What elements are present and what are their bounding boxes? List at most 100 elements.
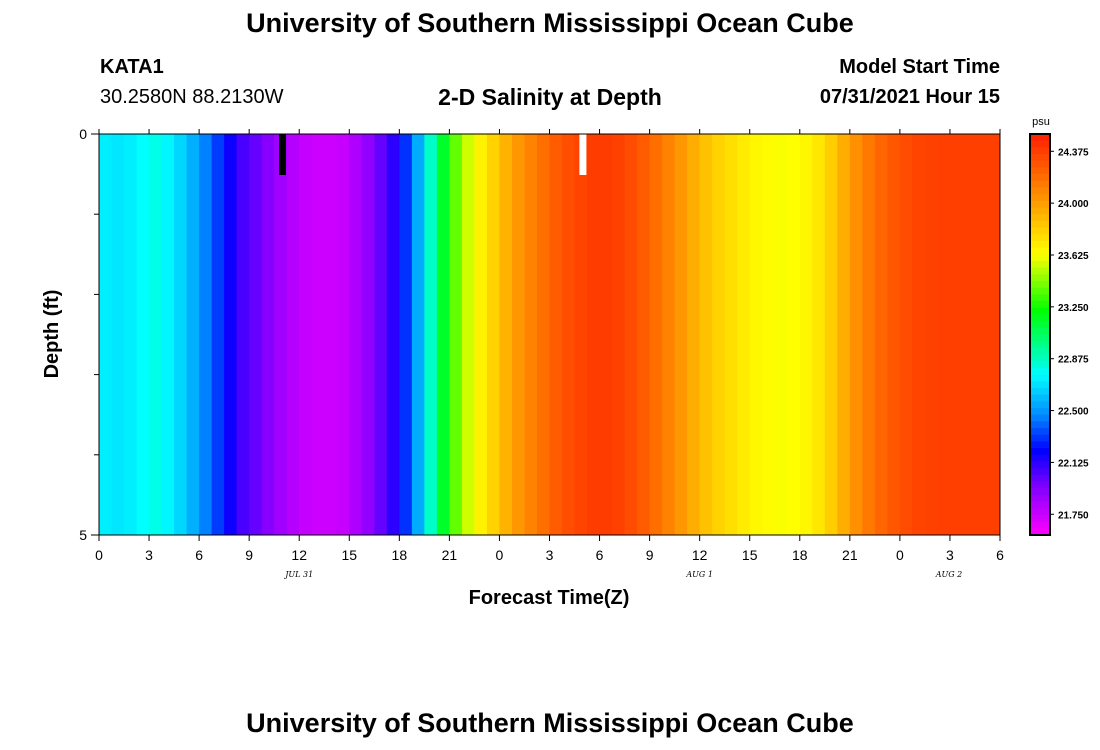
- colorbar-swatch: [1030, 160, 1050, 169]
- colorbar-swatch: [1030, 214, 1050, 222]
- colorbar-swatch: [1030, 474, 1050, 483]
- x-axis-label: Forecast Time(Z): [469, 587, 630, 609]
- colorbar-unit: psu: [1032, 116, 1050, 128]
- colorbar-swatch: [1030, 394, 1050, 402]
- colorbar-swatch: [1030, 421, 1050, 429]
- colorbar-swatch: [1030, 154, 1050, 162]
- heatmap-cell: [912, 134, 926, 535]
- colorbar-swatch: [1030, 200, 1050, 209]
- heatmap-cell: [374, 134, 388, 535]
- x-tick-label: 3: [546, 547, 554, 563]
- colorbar-swatch: [1030, 180, 1050, 189]
- heatmap-cell: [687, 134, 701, 535]
- heatmap-cell: [286, 134, 300, 535]
- heatmap-cell: [674, 134, 688, 535]
- station-coordinates: 30.2580N 88.2130W: [100, 86, 284, 108]
- heatmap-cell: [987, 134, 1000, 535]
- colorbar-tick-label: 21.750: [1058, 510, 1089, 521]
- date-label: JUL 31: [283, 570, 313, 579]
- heatmap-cell: [649, 134, 663, 535]
- colorbar-swatch: [1030, 488, 1050, 496]
- heatmap-cells: [99, 134, 1000, 535]
- heatmap-cell: [837, 134, 851, 535]
- x-axis: 0 3 6 9 12 15 18 21 0 3 6 9 12 15 18 21 0 3 6 JUL 31 AUG 1 AU…: [95, 129, 1004, 579]
- colorbar-swatch: [1030, 281, 1050, 289]
- colorbar-swatch: [1030, 461, 1050, 469]
- heatmap-cell: [149, 134, 163, 535]
- x-tick-label: 0: [95, 547, 103, 563]
- colorbar-swatch: [1030, 361, 1050, 369]
- colorbar-swatch: [1030, 207, 1050, 215]
- y-tick-label: 0: [79, 126, 87, 142]
- heatmap-cell: [924, 134, 939, 535]
- colorbar-tick-label: 22.125: [1058, 458, 1089, 469]
- heatmap-cell: [311, 134, 325, 535]
- heatmap-cell: [299, 134, 313, 535]
- heatmap-cell: [824, 134, 838, 535]
- colorbar-swatch: [1030, 254, 1050, 262]
- colorbar-swatch: [1030, 428, 1050, 436]
- colorbar-frame: [1029, 133, 1051, 536]
- colorbar-swatch: [1030, 301, 1050, 309]
- heatmap-cell: [812, 134, 826, 535]
- colorbar-swatch: [1030, 454, 1050, 463]
- heatmap-cell: [136, 134, 150, 535]
- colorbar-swatch: [1030, 240, 1050, 249]
- colorbar-swatch: [1030, 508, 1050, 516]
- colorbar-swatch: [1030, 468, 1050, 476]
- heatmap-cell: [787, 134, 801, 535]
- heatmap-cell: [499, 134, 513, 535]
- colorbar-swatch: [1030, 187, 1050, 195]
- heatmap-cell: [536, 134, 551, 535]
- x-tick-label: 9: [245, 547, 253, 563]
- page-title: University of Southern Mississippi Ocean…: [246, 8, 854, 38]
- heatmap-cell: [399, 134, 413, 535]
- x-tick-label: 6: [996, 547, 1004, 563]
- x-tick-label: 12: [291, 547, 307, 563]
- colorbar-swatch: [1030, 481, 1050, 489]
- y-tick-label: 5: [79, 527, 87, 543]
- x-tick-label: 18: [792, 547, 808, 563]
- colorbar-tick-label: 23.625: [1058, 251, 1089, 262]
- heatmap-cell: [211, 134, 225, 535]
- x-tick-label: 15: [341, 547, 357, 563]
- heatmap-cell: [774, 134, 788, 535]
- heatmap-cell: [524, 134, 538, 535]
- heatmap-cell: [737, 134, 751, 535]
- station-id: KATA1: [100, 56, 164, 78]
- colorbar-swatch: [1030, 381, 1050, 389]
- heatmap-cell: [99, 134, 113, 535]
- heatmap-cell: [199, 134, 213, 535]
- heatmap-cell: [799, 134, 813, 535]
- heatmap-cell: [361, 134, 375, 535]
- colorbar-swatch: [1030, 341, 1050, 349]
- colorbar-tick-label: 24.375: [1058, 147, 1089, 158]
- heatmap-cell: [161, 134, 175, 535]
- colorbar-swatch: [1030, 327, 1050, 336]
- heatmap-cell: [699, 134, 713, 535]
- heatmap-cell: [349, 134, 363, 535]
- colorbar-swatch: [1030, 387, 1050, 396]
- heatmap-cell: [261, 134, 275, 535]
- heatmap-cell: [111, 134, 125, 535]
- colorbar-swatch: [1030, 521, 1050, 529]
- colorbar-swatch: [1030, 140, 1050, 148]
- heatmap-cell: [574, 134, 588, 535]
- heatmap-cell: [962, 134, 976, 535]
- colorbar-swatch: [1030, 134, 1050, 142]
- heatmap-cell: [436, 134, 450, 535]
- date-label: AUG 2: [935, 570, 963, 579]
- heatmap-cell: [386, 134, 400, 535]
- heatmap-cell: [424, 134, 438, 535]
- x-tick-label: 6: [195, 547, 203, 563]
- x-tick-label: 15: [742, 547, 758, 563]
- colorbar-swatch: [1030, 501, 1050, 509]
- heatmap-cell: [174, 134, 188, 535]
- colorbar-swatch: [1030, 434, 1050, 443]
- plot-title: 2-D Salinity at Depth: [438, 84, 662, 110]
- colorbar-tick-label: 22.500: [1058, 407, 1089, 418]
- x-tick-label: 12: [692, 547, 708, 563]
- heatmap-cell: [937, 134, 951, 535]
- heatmap-cell: [124, 134, 138, 535]
- colorbar: 24.375 24.000 23.625 23.250 22.875 22.500 22.1…: [1029, 133, 1089, 536]
